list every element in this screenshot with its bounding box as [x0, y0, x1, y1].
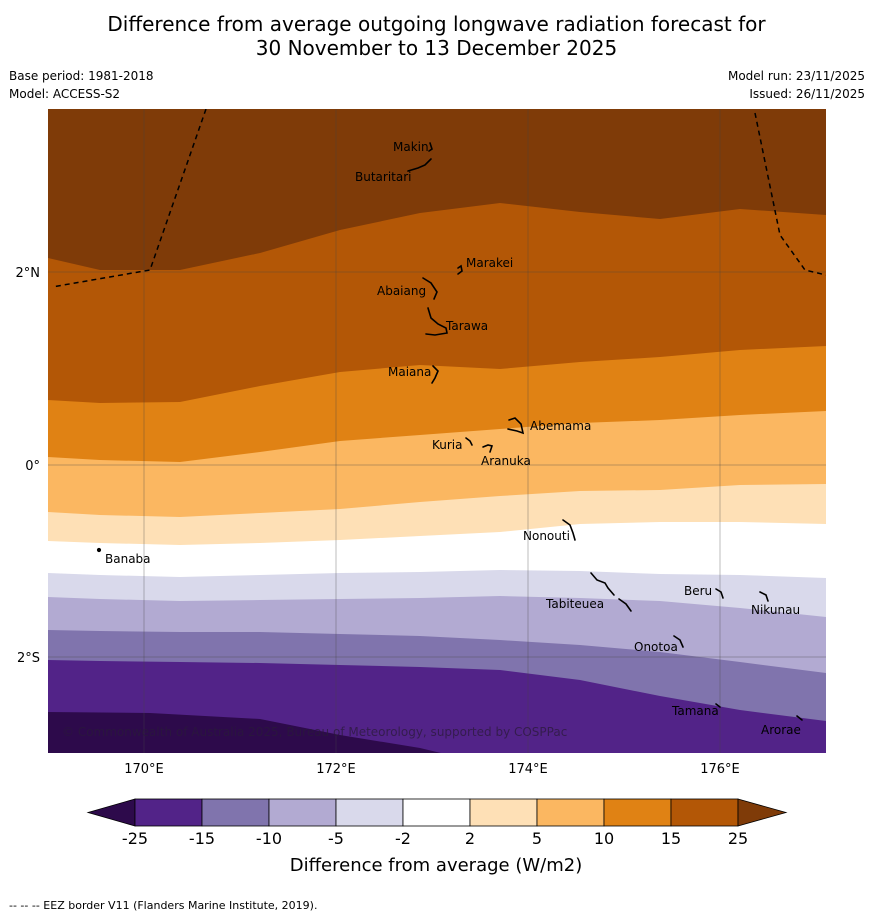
aranuka-island-shape	[482, 444, 494, 453]
label-maiana: Maiana	[388, 365, 431, 379]
colorbar-cell	[335, 798, 404, 827]
issued-date: Issued: 26/11/2025	[749, 87, 865, 101]
colorbar-cell	[536, 798, 605, 827]
colorbar-tick-label: 10	[594, 829, 614, 848]
eez-border-east	[754, 112, 826, 276]
model-name: Model: ACCESS-S2	[9, 87, 121, 101]
beru-island-shape	[715, 588, 724, 599]
place-labels: Makin Butaritari Marakei Abaiang Tarawa …	[105, 140, 801, 737]
map-title: Difference from average outgoing longwav…	[0, 12, 873, 60]
title-line-2: 30 November to 13 December 2025	[255, 36, 618, 60]
tamana-island-shape	[715, 703, 721, 708]
colorbar-cell	[670, 798, 739, 827]
maiana-island-shape	[431, 365, 439, 384]
label-kuria: Kuria	[432, 438, 463, 452]
colorbar-extension-high	[737, 798, 788, 827]
label-tarawa: Tarawa	[445, 319, 488, 333]
nonouti-island-shape	[562, 519, 576, 541]
arorae-island-shape	[796, 715, 803, 721]
label-arorae: Arorae	[761, 723, 801, 737]
base-period: Base period: 1981-2018	[9, 69, 154, 83]
lon-label-172e: 172°E	[316, 762, 356, 777]
colorbar-tick-label: 15	[661, 829, 681, 848]
colorbar-tick-label: -25	[122, 829, 148, 848]
lon-label-174e: 174°E	[508, 762, 548, 777]
label-butaritari: Butaritari	[355, 170, 412, 184]
label-nikunau: Nikunau	[751, 603, 800, 617]
islands	[96, 142, 803, 721]
label-aranuka: Aranuka	[481, 454, 531, 468]
label-marakei: Marakei	[466, 256, 513, 270]
label-onotoa: Onotoa	[634, 640, 678, 654]
copyright-notice: © Commonwealth of Australia 2025, Bureau…	[62, 725, 567, 739]
lon-label-170e: 170°E	[124, 762, 164, 777]
colorbar: -25 -15 -10 -5 -2 2 5 10 15 25 Difference from av…	[86, 798, 788, 876]
colorbar-tick-label: 2	[465, 829, 475, 848]
colorbar-cell	[201, 798, 270, 827]
colorbar-tick-label: -15	[189, 829, 215, 848]
eez-footnote: -- -- -- EEZ border V11 (Flanders Marine…	[9, 899, 318, 912]
marakei-island-shape	[457, 264, 463, 275]
kuria-island-shape	[465, 437, 473, 446]
colorbar-tick-label: -2	[395, 829, 411, 848]
gridlines	[48, 109, 826, 753]
abaiang-island-shape	[422, 277, 438, 300]
colorbar-tick-label: -10	[256, 829, 282, 848]
label-nonouti: Nonouti	[523, 529, 570, 543]
colorbar-cells	[86, 798, 788, 827]
eez-borders	[51, 109, 826, 288]
colorbar-tick-label: 5	[532, 829, 542, 848]
colorbar-label: Difference from average (W/m2)	[290, 855, 582, 876]
tabiteuea-north-shape	[590, 572, 615, 596]
lat-label-2s: 2°S	[17, 651, 40, 666]
butaritari-island-shape	[407, 158, 432, 172]
contour-bands	[48, 109, 826, 753]
label-abaiang: Abaiang	[377, 284, 426, 298]
label-tabiteuea: Tabiteuea	[545, 597, 604, 611]
banaba-island-shape	[96, 547, 102, 553]
meta-left: Base period: 1981-2018 Model: ACCESS-S2	[9, 67, 154, 103]
tarawa-island-shape	[425, 307, 448, 336]
lon-axis-labels: 170°E 172°E 174°E 176°E	[124, 762, 740, 777]
meta-right: Model run: 23/11/2025 Issued: 26/11/2025	[728, 67, 865, 103]
title-line-1: Difference from average outgoing longwav…	[107, 12, 766, 36]
makin-island-shape	[428, 142, 433, 152]
band-below-minus25	[48, 712, 441, 753]
lat-label-0: 0°	[25, 459, 40, 474]
model-run: Model run: 23/11/2025	[727, 69, 865, 83]
label-makin: Makin	[393, 140, 429, 154]
colorbar-cell	[603, 798, 672, 827]
colorbar-tick-label: 25	[728, 829, 748, 848]
colorbar-cell	[268, 798, 337, 827]
lat-label-2n: 2°N	[16, 266, 41, 281]
eez-border-west	[51, 109, 207, 288]
nikunau-island-shape	[759, 591, 769, 602]
colorbar-cell	[134, 798, 203, 827]
label-tamana: Tamana	[671, 704, 719, 718]
colorbar-cell	[469, 798, 538, 827]
tabiteuea-south-shape	[618, 598, 632, 612]
colorbar-ticks: -25 -15 -10 -5 -2 2 5 10 15 25	[122, 829, 748, 848]
colorbar-tick-label: -5	[328, 829, 344, 848]
abemama-island-shape	[507, 417, 525, 435]
onotoa-island-shape	[673, 635, 684, 648]
label-abemama: Abemama	[530, 419, 591, 433]
label-banaba: Banaba	[105, 552, 151, 566]
lon-label-176e: 176°E	[700, 762, 740, 777]
label-beru: Beru	[684, 584, 712, 598]
colorbar-cell	[402, 798, 471, 827]
colorbar-extension-low	[86, 798, 136, 827]
lat-axis-labels: 2°N 0° 2°S	[16, 266, 41, 666]
